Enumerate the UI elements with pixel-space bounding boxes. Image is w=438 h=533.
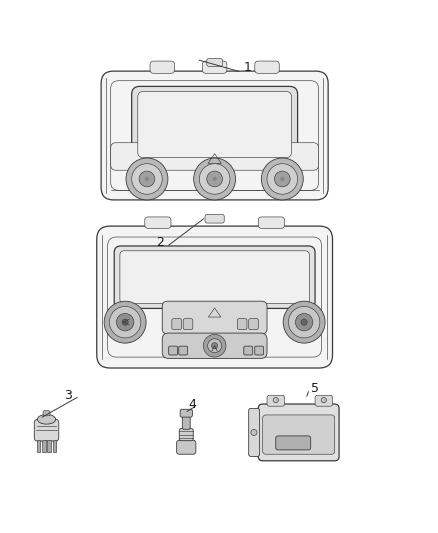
FancyBboxPatch shape bbox=[97, 226, 332, 368]
FancyBboxPatch shape bbox=[249, 319, 258, 329]
FancyBboxPatch shape bbox=[315, 395, 332, 406]
FancyBboxPatch shape bbox=[244, 346, 253, 355]
FancyBboxPatch shape bbox=[169, 346, 177, 355]
Circle shape bbox=[212, 177, 217, 181]
FancyBboxPatch shape bbox=[169, 346, 177, 355]
FancyBboxPatch shape bbox=[267, 395, 285, 406]
FancyBboxPatch shape bbox=[111, 143, 318, 170]
FancyBboxPatch shape bbox=[237, 319, 247, 329]
Circle shape bbox=[126, 158, 168, 200]
Bar bbox=[42, 440, 46, 453]
FancyBboxPatch shape bbox=[207, 59, 223, 66]
FancyBboxPatch shape bbox=[258, 404, 339, 461]
Circle shape bbox=[104, 301, 146, 343]
Circle shape bbox=[280, 177, 285, 181]
FancyBboxPatch shape bbox=[132, 86, 297, 163]
Text: 1: 1 bbox=[244, 61, 251, 74]
FancyBboxPatch shape bbox=[258, 217, 285, 228]
FancyBboxPatch shape bbox=[179, 346, 187, 355]
Circle shape bbox=[267, 164, 297, 194]
Circle shape bbox=[132, 164, 162, 194]
FancyBboxPatch shape bbox=[202, 61, 227, 74]
Circle shape bbox=[194, 158, 236, 200]
FancyBboxPatch shape bbox=[101, 71, 328, 200]
FancyBboxPatch shape bbox=[180, 409, 192, 417]
Text: 5: 5 bbox=[311, 382, 319, 395]
FancyBboxPatch shape bbox=[179, 346, 187, 355]
Circle shape bbox=[273, 398, 279, 403]
FancyBboxPatch shape bbox=[145, 217, 171, 228]
Bar bbox=[53, 440, 56, 453]
Circle shape bbox=[288, 306, 320, 338]
FancyBboxPatch shape bbox=[179, 429, 193, 441]
Circle shape bbox=[275, 171, 290, 187]
Circle shape bbox=[203, 334, 226, 357]
Circle shape bbox=[261, 158, 303, 200]
FancyBboxPatch shape bbox=[177, 440, 196, 454]
FancyBboxPatch shape bbox=[255, 346, 264, 355]
Circle shape bbox=[212, 343, 218, 349]
FancyBboxPatch shape bbox=[162, 333, 267, 358]
Circle shape bbox=[207, 171, 223, 187]
Circle shape bbox=[199, 164, 230, 194]
FancyBboxPatch shape bbox=[172, 319, 181, 329]
FancyBboxPatch shape bbox=[244, 346, 253, 355]
Circle shape bbox=[117, 313, 134, 331]
FancyBboxPatch shape bbox=[162, 301, 267, 334]
FancyBboxPatch shape bbox=[249, 408, 260, 456]
FancyBboxPatch shape bbox=[120, 251, 309, 304]
Circle shape bbox=[301, 319, 307, 325]
Circle shape bbox=[295, 313, 313, 331]
FancyBboxPatch shape bbox=[114, 246, 315, 309]
FancyBboxPatch shape bbox=[138, 92, 291, 158]
Bar bbox=[37, 440, 40, 453]
Circle shape bbox=[208, 339, 222, 353]
Text: 2: 2 bbox=[156, 236, 164, 249]
Bar bbox=[47, 440, 51, 453]
FancyBboxPatch shape bbox=[255, 346, 264, 355]
FancyBboxPatch shape bbox=[263, 415, 335, 454]
Text: 4: 4 bbox=[189, 398, 197, 410]
FancyBboxPatch shape bbox=[205, 214, 224, 223]
Circle shape bbox=[321, 398, 326, 403]
FancyBboxPatch shape bbox=[182, 413, 190, 430]
FancyBboxPatch shape bbox=[43, 410, 50, 416]
FancyBboxPatch shape bbox=[150, 61, 174, 74]
FancyBboxPatch shape bbox=[255, 61, 279, 74]
Circle shape bbox=[283, 301, 325, 343]
Circle shape bbox=[251, 430, 257, 435]
Text: 3: 3 bbox=[64, 389, 72, 402]
Circle shape bbox=[145, 177, 149, 181]
Circle shape bbox=[122, 319, 128, 325]
FancyBboxPatch shape bbox=[34, 419, 59, 441]
FancyBboxPatch shape bbox=[276, 436, 311, 450]
Ellipse shape bbox=[37, 415, 56, 424]
Circle shape bbox=[139, 171, 155, 187]
FancyBboxPatch shape bbox=[183, 319, 193, 329]
Circle shape bbox=[110, 306, 141, 338]
